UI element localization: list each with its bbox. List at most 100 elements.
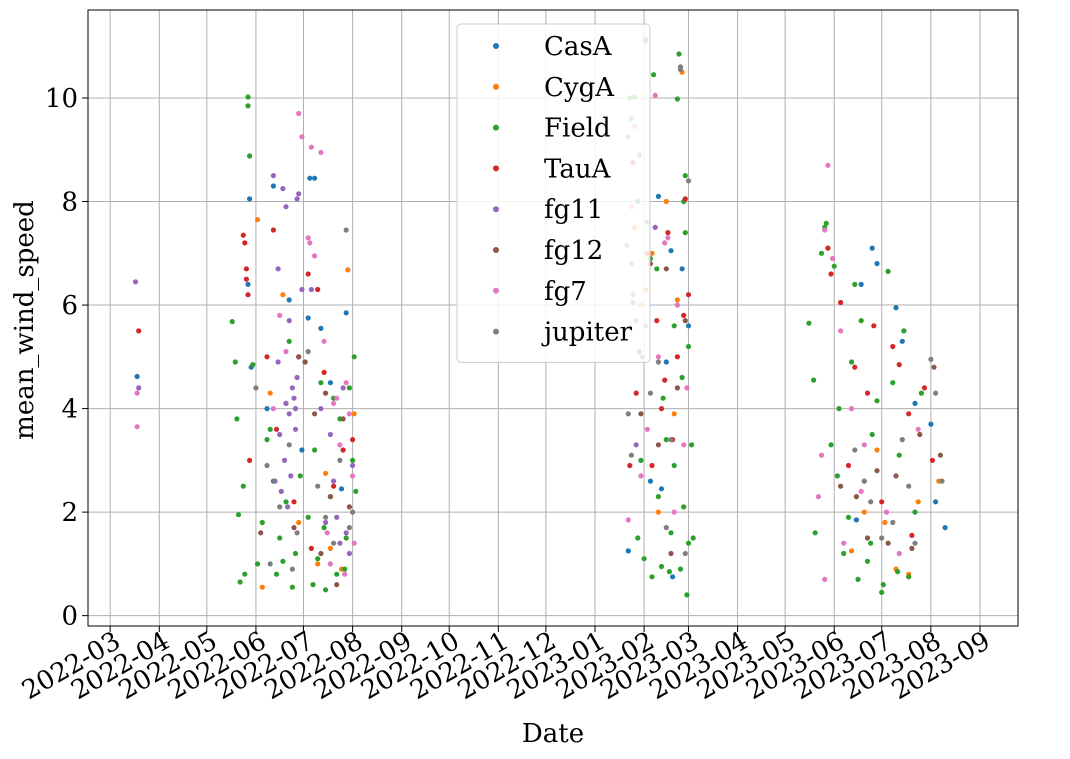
- data-point: [684, 592, 690, 598]
- data-point: [312, 253, 318, 259]
- data-point: [864, 558, 871, 564]
- data-point: [933, 390, 939, 396]
- data-point: [259, 584, 265, 590]
- data-point: [685, 540, 692, 546]
- data-point: [267, 561, 273, 567]
- data-point: [240, 232, 246, 238]
- data-point: [899, 437, 905, 443]
- data-point: [136, 385, 142, 391]
- data-point: [277, 431, 283, 438]
- data-point: [834, 473, 841, 479]
- data-point: [896, 550, 902, 557]
- data-point: [663, 359, 669, 365]
- data-point: [243, 266, 249, 272]
- data-point: [880, 582, 886, 588]
- data-point: [291, 499, 297, 505]
- data-point: [649, 574, 655, 580]
- data-point: [321, 525, 327, 531]
- legend-label: fg11: [544, 195, 603, 225]
- data-point: [291, 525, 297, 531]
- y-tick-label: 6: [61, 291, 78, 321]
- data-point: [652, 92, 658, 98]
- data-point: [874, 398, 880, 404]
- data-point: [682, 550, 688, 557]
- data-point: [299, 134, 305, 140]
- data-point: [305, 315, 311, 321]
- legend-label: fg12: [544, 236, 603, 266]
- data-point: [305, 271, 311, 277]
- data-point: [331, 400, 337, 406]
- data-point: [852, 447, 858, 453]
- data-point: [350, 462, 356, 469]
- plot-area-frame: [87, 9, 1019, 627]
- data-point: [666, 569, 673, 575]
- data-point: [136, 328, 142, 334]
- data-point: [247, 457, 253, 463]
- data-point: [275, 359, 281, 365]
- y-tick-label: 10: [45, 84, 78, 114]
- data-point: [918, 390, 925, 396]
- series-casa: [134, 175, 948, 580]
- data-point: [885, 540, 891, 546]
- data-point: [655, 354, 662, 360]
- data-point: [291, 395, 297, 401]
- data-point: [660, 395, 666, 401]
- data-point: [849, 548, 855, 554]
- data-point: [285, 504, 291, 510]
- legend-label: Field: [544, 114, 611, 144]
- data-point: [273, 426, 280, 432]
- data-point: [861, 442, 867, 448]
- data-point: [351, 411, 357, 417]
- data-points: [132, 36, 948, 598]
- data-point: [232, 359, 238, 365]
- data-point: [312, 411, 318, 417]
- data-point: [668, 248, 674, 254]
- data-point: [825, 162, 831, 168]
- data-point: [292, 426, 299, 432]
- data-point: [812, 530, 818, 536]
- data-point: [267, 390, 273, 396]
- data-point: [652, 224, 658, 230]
- data-point: [132, 279, 139, 285]
- data-point: [674, 385, 681, 391]
- legend-label: TauA: [544, 154, 612, 184]
- data-point: [338, 486, 345, 492]
- data-point: [346, 411, 352, 417]
- data-point: [310, 582, 316, 588]
- data-point: [933, 499, 939, 505]
- data-point: [283, 204, 289, 210]
- data-point: [822, 576, 828, 583]
- data-point: [674, 354, 681, 360]
- data-point: [312, 175, 318, 181]
- data-point: [264, 354, 270, 360]
- data-point: [318, 325, 324, 331]
- data-point: [277, 312, 283, 318]
- legend-marker: [493, 247, 499, 253]
- data-point: [351, 540, 357, 546]
- data-point: [655, 509, 662, 515]
- data-point: [939, 478, 945, 484]
- data-point: [663, 266, 669, 272]
- data-point: [665, 235, 671, 241]
- data-point: [670, 574, 676, 580]
- data-point: [346, 504, 352, 510]
- data-point: [243, 276, 249, 282]
- legend-marker: [493, 83, 499, 90]
- data-point: [264, 406, 270, 412]
- data-point: [315, 556, 321, 562]
- data-point: [671, 323, 677, 329]
- data-point: [671, 411, 677, 417]
- data-point: [305, 514, 311, 520]
- data-point: [879, 589, 885, 596]
- data-point: [283, 499, 289, 505]
- data-point: [915, 426, 921, 432]
- data-point: [340, 416, 346, 422]
- data-point: [323, 519, 329, 526]
- data-point: [896, 362, 902, 368]
- data-point: [838, 328, 844, 334]
- data-point: [917, 431, 923, 438]
- data-point: [685, 323, 692, 329]
- data-point: [838, 299, 844, 306]
- data-point: [321, 338, 327, 344]
- data-point: [858, 488, 864, 494]
